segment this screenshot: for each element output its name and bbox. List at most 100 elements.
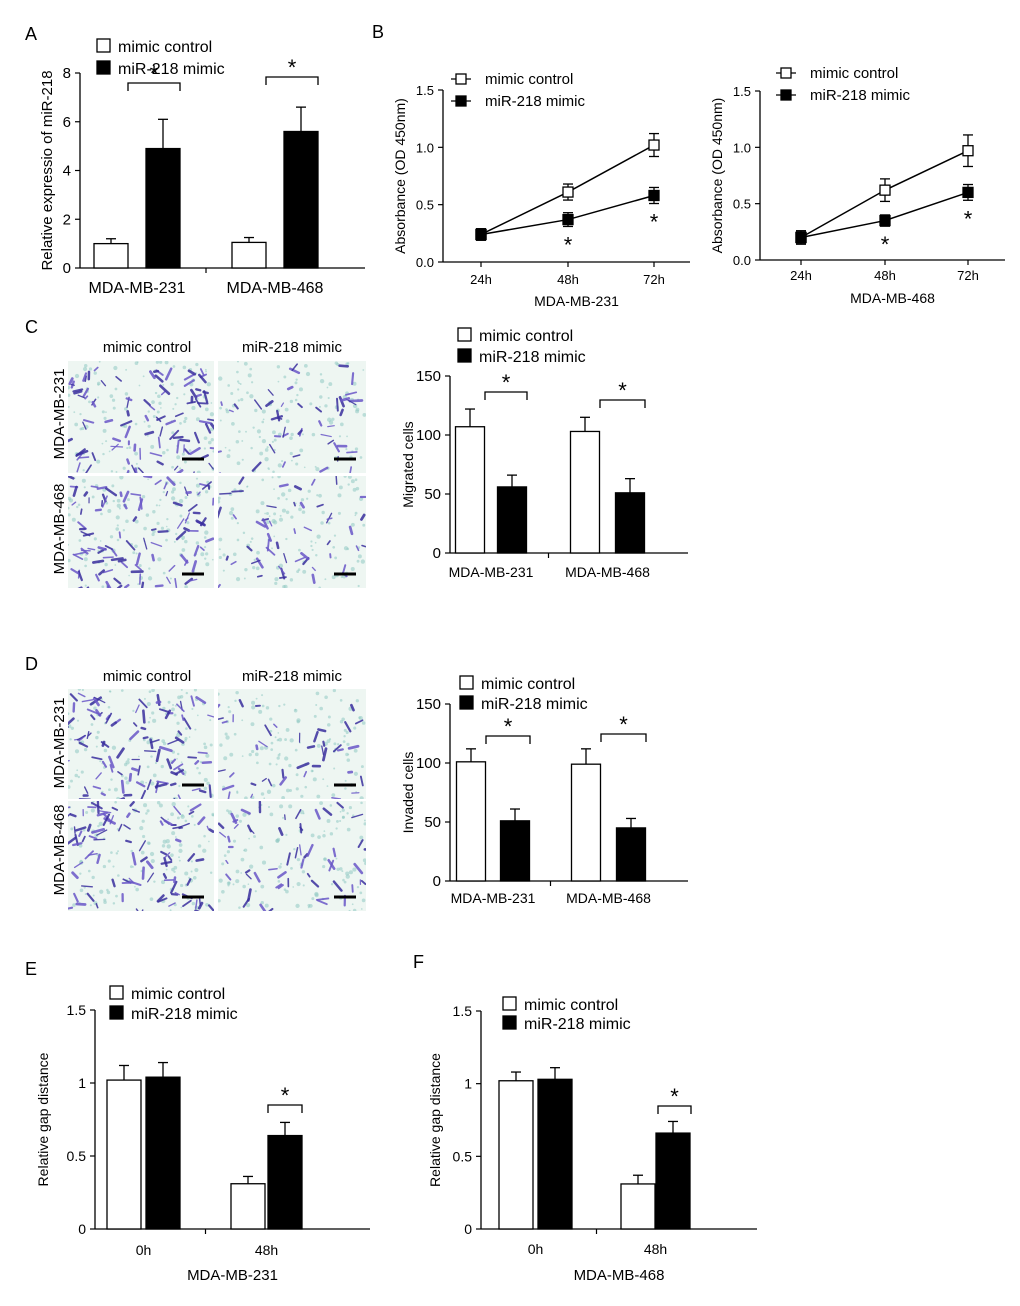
stained-cell bbox=[360, 513, 366, 521]
membrane-pore bbox=[336, 867, 340, 871]
stained-cell bbox=[83, 786, 89, 794]
stained-cell bbox=[122, 490, 130, 503]
membrane-pore bbox=[152, 773, 157, 778]
membrane-pore bbox=[159, 361, 163, 364]
stained-cell bbox=[246, 545, 253, 552]
membrane-pore bbox=[171, 465, 174, 469]
stained-cell bbox=[93, 366, 99, 372]
significance-bracket-D bbox=[485, 735, 531, 744]
membrane-pore bbox=[91, 875, 95, 880]
y-tick-label-F: 0.5 bbox=[453, 1148, 473, 1164]
stained-cell bbox=[135, 552, 141, 566]
legend-marker-B2 bbox=[780, 67, 792, 79]
membrane-pore bbox=[289, 788, 293, 792]
membrane-pore bbox=[331, 417, 335, 421]
membrane-pore bbox=[359, 891, 363, 895]
membrane-pore bbox=[357, 584, 360, 588]
legend-label-A: miR-218 mimic bbox=[118, 61, 225, 78]
legend-label-B1: mimic control bbox=[485, 71, 573, 88]
membrane-pore bbox=[138, 384, 141, 387]
stained-cell bbox=[90, 485, 99, 489]
membrane-pore bbox=[246, 903, 251, 908]
x-tick-label-B1: 72h bbox=[643, 272, 665, 287]
legend-label-B2: mimic control bbox=[810, 65, 898, 82]
membrane-pore bbox=[328, 382, 333, 387]
membrane-pore bbox=[218, 537, 223, 542]
membrane-pore bbox=[157, 557, 162, 562]
membrane-pore bbox=[148, 690, 152, 693]
membrane-pore bbox=[209, 719, 212, 722]
membrane-pore bbox=[343, 728, 347, 732]
membrane-pore bbox=[180, 906, 183, 909]
membrane-pore bbox=[347, 483, 350, 486]
stained-cell bbox=[169, 429, 180, 441]
membrane-pore bbox=[171, 801, 176, 807]
stained-cell bbox=[98, 810, 112, 814]
membrane-pore bbox=[311, 432, 316, 437]
membrane-pore bbox=[209, 412, 214, 417]
y-tick-label-C: 150 bbox=[416, 368, 441, 385]
x-axis-label-B2: MDA-MB-468 bbox=[850, 290, 935, 306]
membrane-pore bbox=[148, 567, 151, 570]
membrane-pore bbox=[97, 396, 100, 399]
membrane-pore bbox=[218, 692, 220, 696]
stained-cell bbox=[86, 892, 95, 902]
stained-cell bbox=[73, 892, 79, 903]
stained-cell bbox=[163, 482, 168, 490]
membrane-pore bbox=[362, 523, 366, 527]
stained-cell bbox=[199, 368, 205, 377]
membrane-pore bbox=[261, 439, 267, 444]
stained-cell bbox=[160, 850, 168, 856]
membrane-pore bbox=[361, 898, 366, 903]
membrane-pore bbox=[219, 419, 222, 422]
significance-star-B2: * bbox=[881, 232, 890, 257]
membrane-pore bbox=[316, 743, 321, 748]
membrane-pore bbox=[161, 844, 166, 848]
legend-swatch-E bbox=[109, 985, 124, 1000]
stained-cell bbox=[71, 501, 77, 506]
stained-cell bbox=[198, 420, 212, 425]
membrane-pore bbox=[322, 834, 326, 838]
membrane-pore bbox=[149, 897, 154, 901]
membrane-pore bbox=[171, 707, 175, 712]
membrane-pore bbox=[315, 704, 318, 706]
membrane-pore bbox=[191, 901, 196, 906]
membrane-pore bbox=[88, 400, 91, 404]
data-point-mimic-B1 bbox=[648, 189, 660, 202]
membrane-pore bbox=[108, 450, 111, 453]
membrane-pore bbox=[276, 365, 281, 369]
bar-control-F bbox=[498, 1080, 534, 1230]
membrane-pore bbox=[183, 419, 187, 424]
membrane-pore bbox=[251, 705, 256, 710]
membrane-pore bbox=[111, 484, 115, 488]
membrane-pore bbox=[259, 746, 264, 751]
membrane-pore bbox=[269, 812, 274, 817]
membrane-pore bbox=[281, 816, 285, 819]
stained-cell bbox=[123, 824, 131, 830]
chart-c-migrated-cells: 0 50 100 150 Migrated cells MDA-MB-231 MDA-MB-… bbox=[400, 327, 688, 580]
stained-cell bbox=[194, 909, 200, 911]
membrane-pore bbox=[203, 545, 207, 549]
membrane-pore bbox=[310, 769, 314, 773]
membrane-pore bbox=[169, 577, 172, 580]
stained-cell bbox=[101, 495, 108, 508]
membrane-pore bbox=[309, 402, 313, 406]
membrane-pore bbox=[362, 369, 365, 371]
category-label-E: 48h bbox=[255, 1242, 278, 1258]
stained-cell bbox=[130, 493, 142, 497]
panel-letter-a: A bbox=[25, 24, 37, 44]
stained-cell bbox=[155, 700, 162, 704]
stained-cell bbox=[69, 693, 78, 702]
membrane-pore bbox=[251, 749, 255, 754]
membrane-pore bbox=[156, 521, 160, 525]
stained-cell bbox=[88, 835, 98, 840]
membrane-pore bbox=[260, 501, 265, 506]
y-axis-label-B2: Absorbance (OD 450nm) bbox=[709, 98, 725, 254]
membrane-pore bbox=[345, 730, 349, 734]
micrograph-c-231-control bbox=[68, 361, 217, 473]
membrane-pore bbox=[319, 706, 323, 711]
membrane-pore bbox=[191, 405, 196, 411]
stained-cell bbox=[346, 451, 358, 454]
membrane-pore bbox=[190, 870, 193, 873]
stained-cell bbox=[170, 758, 177, 765]
